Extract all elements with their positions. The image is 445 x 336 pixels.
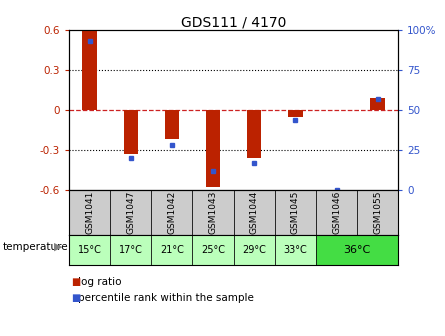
Text: GSM1044: GSM1044	[250, 191, 259, 234]
Text: GSM1043: GSM1043	[209, 191, 218, 234]
Bar	[110, 190, 151, 235]
Text: ■: ■	[71, 293, 81, 303]
Text: 36°C: 36°C	[344, 245, 371, 255]
Bar	[371, 98, 385, 110]
Bar	[193, 190, 234, 235]
Text: GSM1041: GSM1041	[85, 191, 94, 234]
Text: GSM1045: GSM1045	[291, 191, 300, 234]
Bar	[110, 235, 151, 265]
Bar	[234, 190, 275, 235]
Text: GSM1042: GSM1042	[167, 191, 176, 234]
Bar	[275, 190, 316, 235]
Bar	[151, 190, 193, 235]
Text: log ratio: log ratio	[78, 277, 121, 287]
Bar	[151, 235, 193, 265]
Bar	[69, 190, 110, 235]
Bar	[206, 110, 220, 187]
Bar	[275, 235, 316, 265]
Bar	[234, 235, 275, 265]
Text: 33°C: 33°C	[283, 245, 307, 255]
Text: 15°C: 15°C	[77, 245, 101, 255]
Text: 29°C: 29°C	[242, 245, 266, 255]
Text: percentile rank within the sample: percentile rank within the sample	[78, 293, 254, 303]
Bar	[247, 110, 261, 158]
Text: GSM1046: GSM1046	[332, 191, 341, 234]
Text: 21°C: 21°C	[160, 245, 184, 255]
Text: 25°C: 25°C	[201, 245, 225, 255]
Bar	[69, 235, 110, 265]
Bar	[288, 110, 303, 117]
Bar	[357, 190, 398, 235]
Text: ■: ■	[71, 277, 81, 287]
Bar	[316, 235, 398, 265]
Text: GSM1055: GSM1055	[373, 191, 382, 234]
Bar	[82, 30, 97, 110]
Bar	[124, 110, 138, 154]
Title: GDS111 / 4170: GDS111 / 4170	[181, 15, 286, 29]
Text: ▶: ▶	[53, 242, 62, 252]
Text: temperature: temperature	[2, 242, 68, 252]
Bar	[165, 110, 179, 139]
Text: GSM1047: GSM1047	[126, 191, 135, 234]
Text: 17°C: 17°C	[119, 245, 143, 255]
Bar	[316, 190, 357, 235]
Bar	[193, 235, 234, 265]
